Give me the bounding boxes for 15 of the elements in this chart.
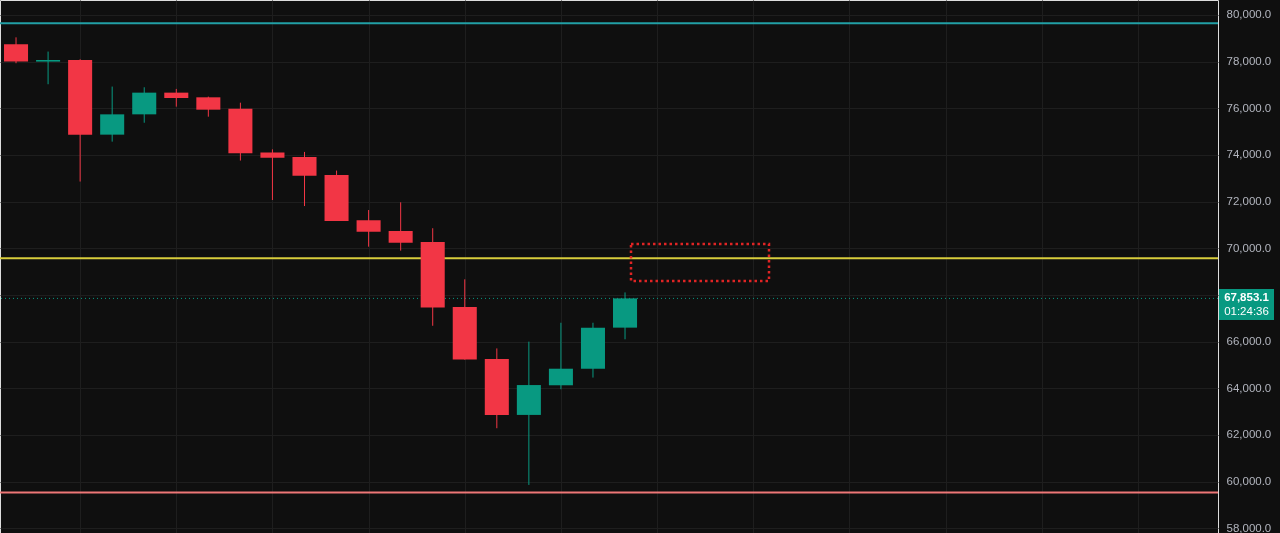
y-tick-label: 70,000.0 xyxy=(1226,241,1272,254)
y-tick-label: 80,000.0 xyxy=(1226,8,1272,21)
y-tick-label: 78,000.0 xyxy=(1226,55,1272,68)
y-tick-label: 66,000.0 xyxy=(1226,335,1272,348)
text: 01:24:36 xyxy=(1224,305,1269,318)
y-tick-label: 64,000.0 xyxy=(1226,381,1272,394)
y-tick-label: 74,000.0 xyxy=(1226,148,1272,161)
candlestick xyxy=(36,51,61,85)
candlestick xyxy=(260,148,285,201)
y-tick-label: 60,000.0 xyxy=(1226,475,1272,488)
y-tick-label: 58,000.0 xyxy=(1226,521,1272,533)
y-tick-label: 76,000.0 xyxy=(1226,101,1272,114)
y-tick-label: 62,000.0 xyxy=(1226,428,1272,441)
ref-line-label: 67,853.1 xyxy=(1224,291,1270,304)
y-tick-label: 72,000.0 xyxy=(1226,195,1272,208)
